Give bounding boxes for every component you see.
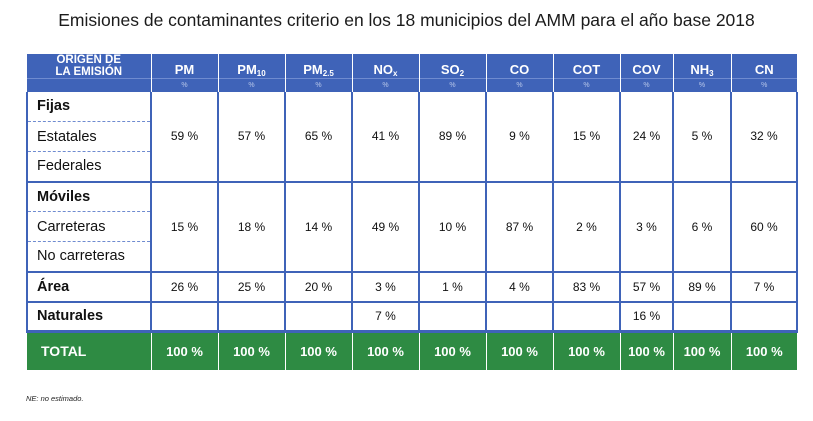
label-area: Área [27, 272, 151, 302]
total-value: 100 % [218, 332, 285, 370]
moviles-value: 10 % [419, 182, 486, 272]
col-nh3: NH3 [673, 54, 731, 79]
col-cov: COV [620, 54, 673, 79]
col-pm: PM [151, 54, 218, 79]
naturales-value [553, 302, 620, 332]
area-value: 83 % [553, 272, 620, 302]
moviles-value: 18 % [218, 182, 285, 272]
naturales-value [285, 302, 352, 332]
area-value: 26 % [151, 272, 218, 302]
unit-cell: % [486, 79, 553, 92]
fijas-value: 32 % [731, 92, 797, 182]
area-value: 3 % [352, 272, 419, 302]
fijas-value: 5 % [673, 92, 731, 182]
area-value: 89 % [673, 272, 731, 302]
origin-header: ORIGEN DE LA EMISIÓN [27, 54, 151, 79]
total-value: 100 % [419, 332, 486, 370]
unit-cell: % [673, 79, 731, 92]
area-value: 1 % [419, 272, 486, 302]
total-value: 100 % [285, 332, 352, 370]
label-total: TOTAL [27, 332, 151, 370]
total-value: 100 % [731, 332, 797, 370]
area-value: 4 % [486, 272, 553, 302]
naturales-value [218, 302, 285, 332]
moviles-value: 3 % [620, 182, 673, 272]
naturales-value: 7 % [352, 302, 419, 332]
units-blank [27, 79, 151, 92]
row-fijas: Fijas 59 % 57 % 65 % 41 % 89 % 9 % 15 % … [27, 92, 797, 122]
area-value: 7 % [731, 272, 797, 302]
unit-cell: % [285, 79, 352, 92]
unit-cell: % [620, 79, 673, 92]
row-naturales: Naturales 7 % 16 % [27, 302, 797, 332]
fijas-value: 59 % [151, 92, 218, 182]
unit-cell: % [218, 79, 285, 92]
moviles-value: 2 % [553, 182, 620, 272]
label-estatales: Estatales [27, 122, 151, 152]
area-value: 57 % [620, 272, 673, 302]
area-value: 20 % [285, 272, 352, 302]
moviles-value: 15 % [151, 182, 218, 272]
fijas-value: 24 % [620, 92, 673, 182]
label-fijas: Fijas [27, 92, 151, 122]
moviles-value: 87 % [486, 182, 553, 272]
moviles-value: 6 % [673, 182, 731, 272]
label-moviles: Móviles [27, 182, 151, 212]
unit-cell: % [731, 79, 797, 92]
footnote: NE: no estimado. [26, 394, 84, 403]
fijas-value: 41 % [352, 92, 419, 182]
total-value: 100 % [151, 332, 218, 370]
label-naturales: Naturales [27, 302, 151, 332]
naturales-value: 16 % [620, 302, 673, 332]
moviles-value: 49 % [352, 182, 419, 272]
col-so2: SO2 [419, 54, 486, 79]
total-value: 100 % [673, 332, 731, 370]
unit-cell: % [419, 79, 486, 92]
col-cn: CN [731, 54, 797, 79]
fijas-value: 89 % [419, 92, 486, 182]
unit-cell: % [151, 79, 218, 92]
moviles-value: 60 % [731, 182, 797, 272]
row-moviles: Móviles 15 % 18 % 14 % 49 % 10 % 87 % 2 … [27, 182, 797, 212]
col-cot: COT [553, 54, 620, 79]
fijas-value: 65 % [285, 92, 352, 182]
col-pm25: PM2.5 [285, 54, 352, 79]
label-federales: Federales [27, 152, 151, 182]
moviles-value: 14 % [285, 182, 352, 272]
naturales-value [486, 302, 553, 332]
naturales-value [419, 302, 486, 332]
row-total: TOTAL 100 % 100 % 100 % 100 % 100 % 100 … [27, 332, 797, 370]
emissions-table: ORIGEN DE LA EMISIÓN PM PM10 PM2.5 NOx S… [26, 54, 798, 370]
table-title: Emisiones de contaminantes criterio en l… [0, 10, 813, 31]
total-value: 100 % [486, 332, 553, 370]
naturales-value [731, 302, 797, 332]
col-co: CO [486, 54, 553, 79]
units-row: % % % % % % % % % % [27, 79, 797, 92]
col-pm10: PM10 [218, 54, 285, 79]
total-value: 100 % [352, 332, 419, 370]
total-value: 100 % [553, 332, 620, 370]
unit-cell: % [553, 79, 620, 92]
label-no-carreteras: No carreteras [27, 242, 151, 272]
naturales-value [151, 302, 218, 332]
col-nox: NOx [352, 54, 419, 79]
header-row: ORIGEN DE LA EMISIÓN PM PM10 PM2.5 NOx S… [27, 54, 797, 79]
origin-header-line1: ORIGEN DE [56, 54, 121, 66]
row-area: Área 26 % 25 % 20 % 3 % 1 % 4 % 83 % 57 … [27, 272, 797, 302]
fijas-value: 57 % [218, 92, 285, 182]
naturales-value [673, 302, 731, 332]
fijas-value: 15 % [553, 92, 620, 182]
origin-header-line2: LA EMISIÓN [55, 66, 122, 78]
total-value: 100 % [620, 332, 673, 370]
label-carreteras: Carreteras [27, 212, 151, 242]
area-value: 25 % [218, 272, 285, 302]
unit-cell: % [352, 79, 419, 92]
fijas-value: 9 % [486, 92, 553, 182]
